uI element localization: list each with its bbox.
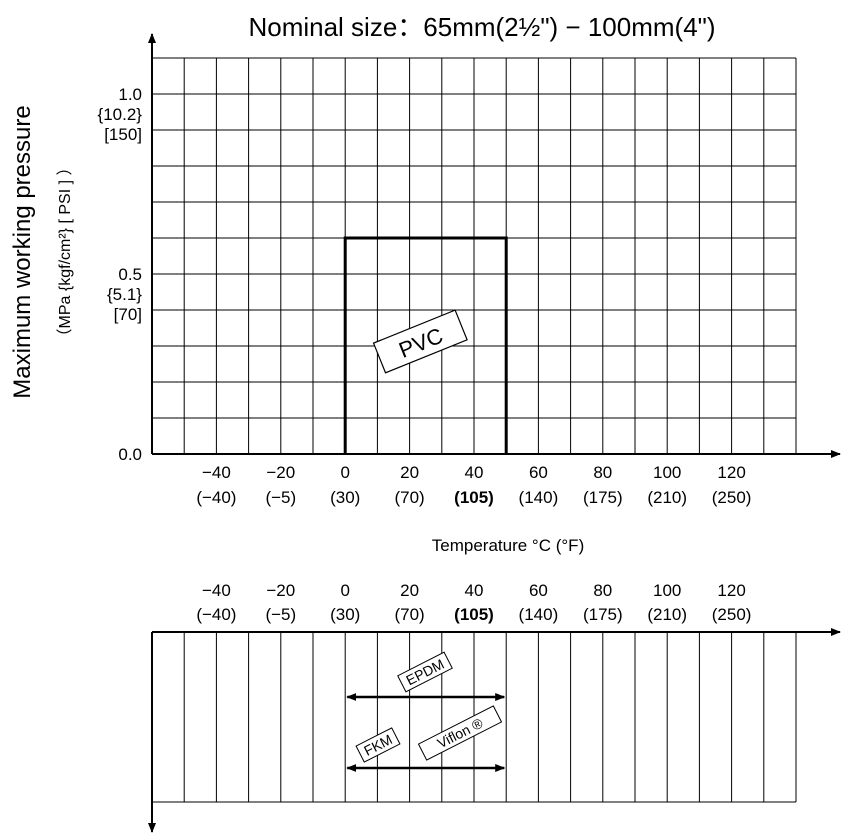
x-tick-label-celsius: 40 — [465, 581, 484, 600]
material-label-box: EPDM — [397, 651, 453, 693]
x-tick-label-fahrenheit: (175) — [583, 605, 623, 624]
y-axis-units-group: （MPa {kgf/cm²} [ PSI ] ） — [56, 160, 74, 345]
x-tick-label-celsius: 80 — [593, 581, 612, 600]
x-tick-label-fahrenheit: (30) — [330, 488, 360, 507]
x-tick-label-celsius: −40 — [202, 463, 231, 482]
x-tick-label-fahrenheit: (70) — [394, 488, 424, 507]
x-tick-label-fahrenheit: (−40) — [196, 605, 236, 624]
x-tick-label-fahrenheit: (250) — [712, 488, 752, 507]
chart-title: Nominal size：65mm(2½") − 100mm(4") — [248, 12, 715, 42]
x-tick-label-celsius: 80 — [593, 463, 612, 482]
y-tick-label: {5.1} — [107, 285, 142, 304]
y-axis-label: Maximum working pressure — [9, 105, 36, 398]
x-tick-label-fahrenheit: (175) — [583, 488, 623, 507]
x-tick-label-fahrenheit: (250) — [712, 605, 752, 624]
x-tick-label-fahrenheit: (105) — [454, 488, 494, 507]
x-tick-label-celsius: 40 — [465, 463, 484, 482]
y-tick-label: 0.0 — [118, 445, 142, 464]
x-tick-label-fahrenheit: (−40) — [196, 488, 236, 507]
x-tick-label-fahrenheit: (30) — [330, 605, 360, 624]
y-axis-units: （MPa {kgf/cm²} [ PSI ] ） — [56, 160, 74, 345]
y-tick-label: [70] — [114, 305, 142, 324]
x-tick-label-fahrenheit: (105) — [454, 605, 494, 624]
top-grid — [151, 57, 797, 455]
x-tick-label-fahrenheit: (−5) — [265, 605, 296, 624]
pvc-label-frame — [372, 309, 468, 374]
pvc-series: PVC — [343, 236, 508, 454]
pvc-envelope — [343, 236, 508, 454]
axes — [148, 33, 841, 833]
x-tick-labels-top: −40 (−40) −20 (−5) 0 (30) 20 (70) 40 (105) 60 (140)… — [196, 463, 751, 507]
x-tick-label-celsius: 20 — [400, 463, 419, 482]
material-ranges: EPDM FKM Viflon ® — [346, 651, 506, 772]
x-tick-label-fahrenheit: (210) — [647, 605, 687, 624]
material-label-frame — [397, 651, 453, 693]
x-tick-label-celsius: 120 — [717, 463, 745, 482]
y-tick-labels: 1.0{10.2}[150] 0.5{5.1}[70] 0.0 — [98, 85, 143, 464]
x-tick-label-celsius: 60 — [529, 581, 548, 600]
y-tick-label: [150] — [104, 125, 142, 144]
y-tick-label: 0.5 — [118, 265, 142, 284]
x-tick-label-celsius: −20 — [266, 581, 295, 600]
x-tick-label-fahrenheit: (−5) — [265, 488, 296, 507]
x-tick-labels-bottom: −40 (−40) −20 (−5) 0 (30) 20 (70) 40 (105) 60 (140)… — [196, 581, 751, 624]
x-tick-label-fahrenheit: (70) — [394, 605, 424, 624]
y-axis-label-group: Maximum working pressure — [9, 105, 36, 398]
material-label-box: FKM — [355, 727, 401, 763]
material-label-box: Viflon ® — [417, 705, 503, 761]
x-tick-label-fahrenheit: (140) — [519, 488, 559, 507]
material-label-frame — [417, 705, 503, 761]
x-tick-label-celsius: −40 — [202, 581, 231, 600]
x-tick-label-celsius: 0 — [340, 581, 349, 600]
x-tick-label-celsius: −20 — [266, 463, 295, 482]
x-tick-label-celsius: 120 — [717, 581, 745, 600]
material-label-frame — [355, 727, 401, 763]
x-axis-label: Temperature °C (°F) — [432, 536, 584, 555]
x-tick-label-celsius: 0 — [340, 463, 349, 482]
y-tick-label: {10.2} — [98, 105, 143, 124]
y-tick-label: 1.0 — [118, 85, 142, 104]
x-tick-label-celsius: 100 — [653, 463, 681, 482]
x-tick-label-celsius: 60 — [529, 463, 548, 482]
x-tick-label-fahrenheit: (210) — [647, 488, 687, 507]
x-tick-label-celsius: 20 — [400, 581, 419, 600]
x-tick-label-celsius: 100 — [653, 581, 681, 600]
x-tick-label-fahrenheit: (140) — [519, 605, 559, 624]
pvc-label-box: PVC — [372, 309, 468, 374]
